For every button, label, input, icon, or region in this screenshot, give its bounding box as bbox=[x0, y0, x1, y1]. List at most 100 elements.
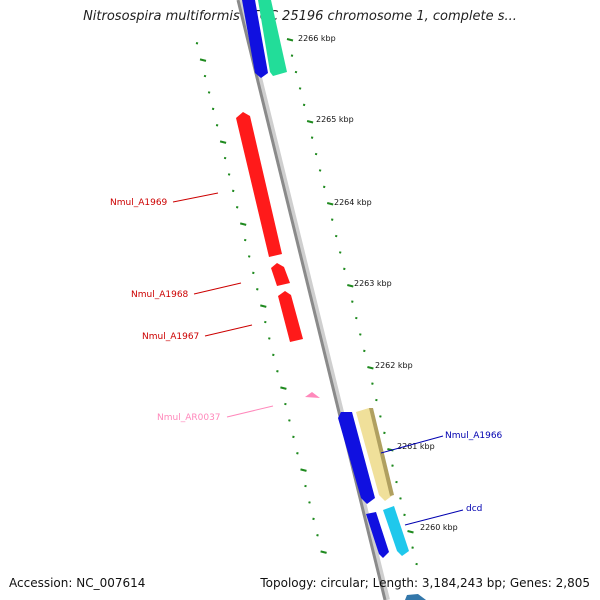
chromosome-backbone bbox=[236, 0, 387, 600]
outer-track-minor-tick bbox=[302, 103, 306, 107]
outer-track-minor-tick bbox=[403, 513, 406, 517]
outer-track-minor-tick bbox=[379, 415, 382, 418]
inner-track-minor-tick bbox=[227, 173, 231, 176]
label-nmul-a1968[interactable]: Nmul_A1968 bbox=[131, 290, 189, 300]
inner-track-major-tick bbox=[320, 550, 327, 554]
outer-track-minor-tick bbox=[363, 349, 366, 353]
steelblue-gene[interactable] bbox=[405, 594, 426, 600]
inner-track-minor-tick bbox=[211, 107, 215, 111]
outer-track-minor-tick bbox=[415, 562, 418, 566]
label-dcd[interactable]: dcd bbox=[466, 504, 482, 514]
outer-track-minor-tick bbox=[371, 382, 374, 385]
leader-dcd bbox=[404, 509, 464, 526]
outer-track-minor-tick bbox=[411, 546, 414, 549]
inner-track-minor-tick bbox=[276, 370, 279, 373]
inner-track-minor-tick bbox=[223, 156, 227, 160]
outer-track-major-tick bbox=[306, 120, 314, 124]
inner-track-major-tick bbox=[199, 58, 207, 62]
inner-track-minor-tick bbox=[292, 435, 295, 439]
label-nmul-a1967[interactable]: Nmul_A1967 bbox=[142, 332, 199, 342]
gene-nmul-a1968-arrow[interactable] bbox=[271, 263, 290, 286]
outer-track-minor-tick bbox=[395, 480, 398, 484]
outer-track-major-tick bbox=[367, 366, 374, 370]
outer-track-minor-tick bbox=[334, 234, 338, 238]
inner-track-minor-tick bbox=[308, 501, 311, 504]
inner-track-minor-tick bbox=[207, 91, 211, 94]
outer-track-major-tick bbox=[326, 202, 334, 206]
scale-label-2265: 2265 kbp bbox=[316, 115, 354, 124]
outer-track-minor-tick bbox=[322, 185, 326, 189]
outer-track-minor-tick bbox=[359, 333, 362, 336]
scale-label-2263: 2263 kbp bbox=[354, 279, 392, 288]
outer-track-minor-tick bbox=[298, 87, 302, 90]
gene-dcd-arrow[interactable] bbox=[366, 512, 389, 558]
outer-tick-track bbox=[286, 38, 418, 566]
inner-track-minor-tick bbox=[316, 534, 319, 537]
leader-nmul-a1966 bbox=[380, 435, 444, 454]
outer-track-major-tick bbox=[407, 530, 414, 534]
leader-nmul-a1969 bbox=[172, 192, 219, 203]
scale-label-2260: 2260 kbp bbox=[420, 523, 458, 532]
inner-track-minor-tick bbox=[272, 353, 275, 357]
khaki-gene[interactable] bbox=[356, 408, 393, 501]
scale-label-2266: 2266 kbp bbox=[298, 34, 336, 43]
teal-gene-top[interactable] bbox=[258, 0, 287, 76]
backbone-shadow bbox=[237, 0, 390, 600]
inner-track-minor-tick bbox=[243, 238, 247, 242]
cyan-gene[interactable] bbox=[383, 506, 409, 556]
inner-track-minor-tick bbox=[284, 402, 287, 406]
outer-track-major-tick bbox=[347, 284, 354, 288]
blue-gene-top[interactable] bbox=[242, 0, 268, 78]
outer-track-minor-tick bbox=[399, 497, 402, 500]
leader-nmul-a1967 bbox=[204, 324, 253, 337]
outer-track-major-tick bbox=[286, 38, 294, 42]
inner-track-minor-tick bbox=[264, 320, 267, 324]
scale-label-2262: 2262 kbp bbox=[375, 361, 413, 370]
inner-track-minor-tick bbox=[195, 42, 199, 45]
inner-track-major-tick bbox=[300, 468, 307, 472]
gene-nmul-a1969-arrow[interactable] bbox=[236, 112, 282, 257]
inner-track-major-tick bbox=[239, 222, 247, 226]
genome-summary-text: Topology: circular; Length: 3,184,243 bp… bbox=[260, 576, 590, 590]
outer-track-minor-tick bbox=[314, 152, 318, 156]
outer-track-minor-tick bbox=[343, 267, 346, 271]
inner-track-minor-tick bbox=[268, 337, 271, 340]
inner-track-major-tick bbox=[219, 140, 227, 144]
outer-track-minor-tick bbox=[355, 316, 358, 320]
trna-nmul-ar0037-arrow[interactable] bbox=[305, 392, 320, 398]
outer-track-minor-tick bbox=[391, 464, 394, 467]
outer-track-minor-tick bbox=[351, 300, 354, 303]
leader-nmul-ar0037 bbox=[226, 405, 274, 418]
inner-track-minor-tick bbox=[288, 419, 291, 422]
inner-track-minor-tick bbox=[252, 271, 255, 275]
inner-track-minor-tick bbox=[312, 517, 315, 521]
inner-track-minor-tick bbox=[231, 189, 235, 193]
outer-track-minor-tick bbox=[294, 70, 298, 74]
inner-track-minor-tick bbox=[256, 288, 259, 291]
gene-nmul-a1967-arrow[interactable] bbox=[278, 291, 303, 342]
outer-track-minor-tick bbox=[330, 218, 334, 221]
scale-labels: 2266 kbp 2265 kbp 2264 kbp 2263 kbp 2262… bbox=[298, 34, 458, 532]
label-nmul-ar0037[interactable]: Nmul_AR0037 bbox=[157, 413, 221, 423]
inner-track-minor-tick bbox=[247, 255, 251, 258]
gene-nmul-a1966-arrow[interactable] bbox=[338, 412, 375, 504]
inner-track-minor-tick bbox=[203, 74, 207, 78]
inner-track-minor-tick bbox=[215, 124, 219, 127]
outer-track-minor-tick bbox=[290, 54, 294, 57]
outer-track-minor-tick bbox=[310, 136, 314, 139]
scale-label-2261: 2261 kbp bbox=[397, 442, 435, 451]
label-nmul-a1969[interactable]: Nmul_A1969 bbox=[110, 198, 168, 208]
inner-track-minor-tick bbox=[235, 206, 239, 209]
outer-track-minor-tick bbox=[383, 431, 386, 435]
accession-text: Accession: NC_007614 bbox=[9, 576, 146, 590]
outer-track-minor-tick bbox=[318, 169, 322, 172]
khaki-gene-edge[interactable] bbox=[369, 408, 394, 496]
inner-track-minor-tick bbox=[296, 452, 299, 455]
label-nmul-a1966[interactable]: Nmul_A1966 bbox=[445, 431, 503, 441]
inner-track-major-tick bbox=[280, 386, 287, 390]
outer-track-minor-tick bbox=[375, 398, 378, 402]
inner-track-minor-tick bbox=[304, 484, 307, 488]
inner-track-major-tick bbox=[260, 304, 267, 308]
